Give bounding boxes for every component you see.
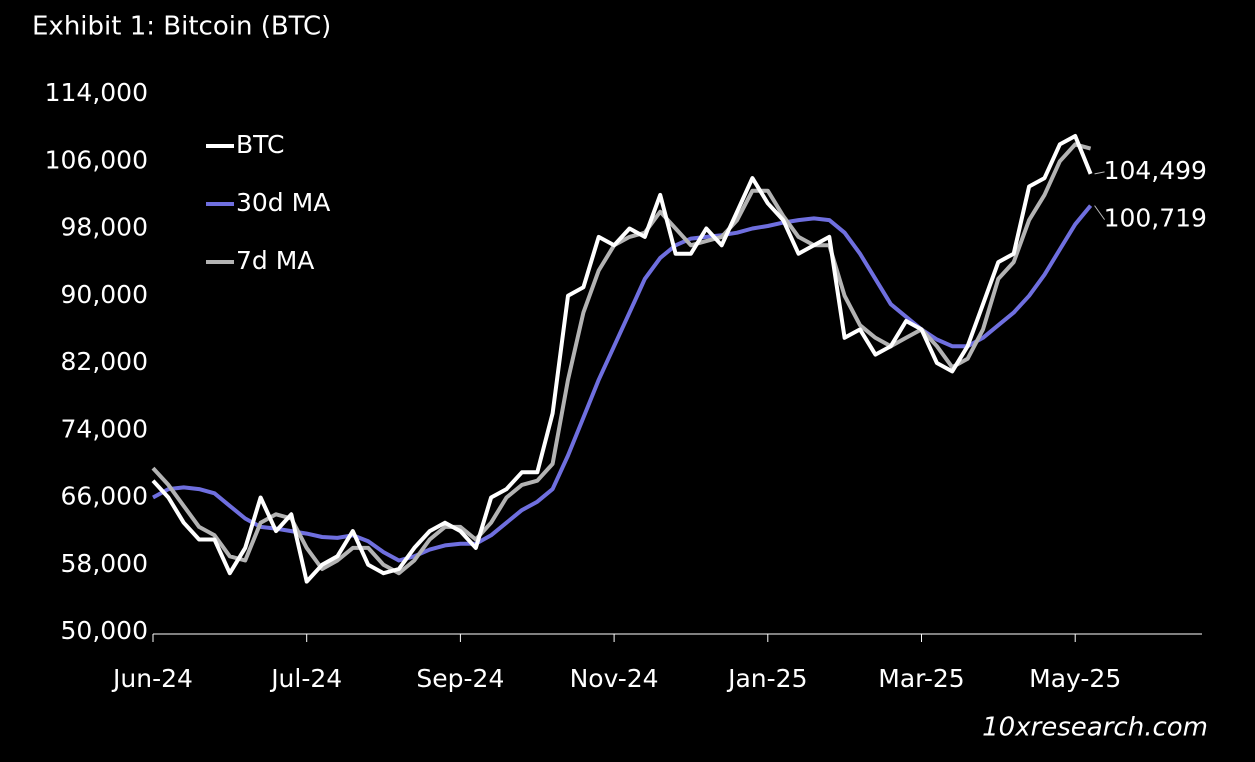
end-label: 100,719 xyxy=(1104,204,1207,233)
series-line xyxy=(151,134,1093,584)
x-tick-label: Jul-24 xyxy=(269,664,342,693)
x-tick-label: Nov-24 xyxy=(570,664,659,693)
x-tick-label: Mar-25 xyxy=(878,664,964,693)
label-connector xyxy=(1094,171,1105,175)
y-tick-label: 114,000 xyxy=(45,78,148,107)
legend-label: 7d MA xyxy=(236,246,314,275)
legend-label: BTC xyxy=(236,130,284,159)
x-tick-label: Jan-25 xyxy=(726,664,807,693)
y-tick-label: 58,000 xyxy=(61,549,148,578)
x-tick-label: Jun-24 xyxy=(111,664,193,693)
y-tick-label: 90,000 xyxy=(61,280,148,309)
legend-label: 30d MA xyxy=(236,188,330,217)
series-line xyxy=(151,142,1092,576)
y-tick-label: 106,000 xyxy=(45,145,148,174)
y-tick-label: 98,000 xyxy=(61,213,148,242)
y-tick-label: 50,000 xyxy=(61,616,148,645)
series-line xyxy=(152,204,1093,563)
chart-title: Exhibit 1: Bitcoin (BTC) xyxy=(32,12,331,42)
end-label: 104,499 xyxy=(1104,156,1207,185)
label-connector xyxy=(1094,205,1105,220)
source: 10xresearch.com xyxy=(982,713,1208,743)
x-tick-label: May-25 xyxy=(1029,664,1121,693)
y-tick-label: 66,000 xyxy=(61,482,148,511)
y-tick-label: 82,000 xyxy=(61,347,148,376)
y-tick-label: 74,000 xyxy=(61,414,148,443)
x-tick-label: Sep-24 xyxy=(416,664,504,693)
